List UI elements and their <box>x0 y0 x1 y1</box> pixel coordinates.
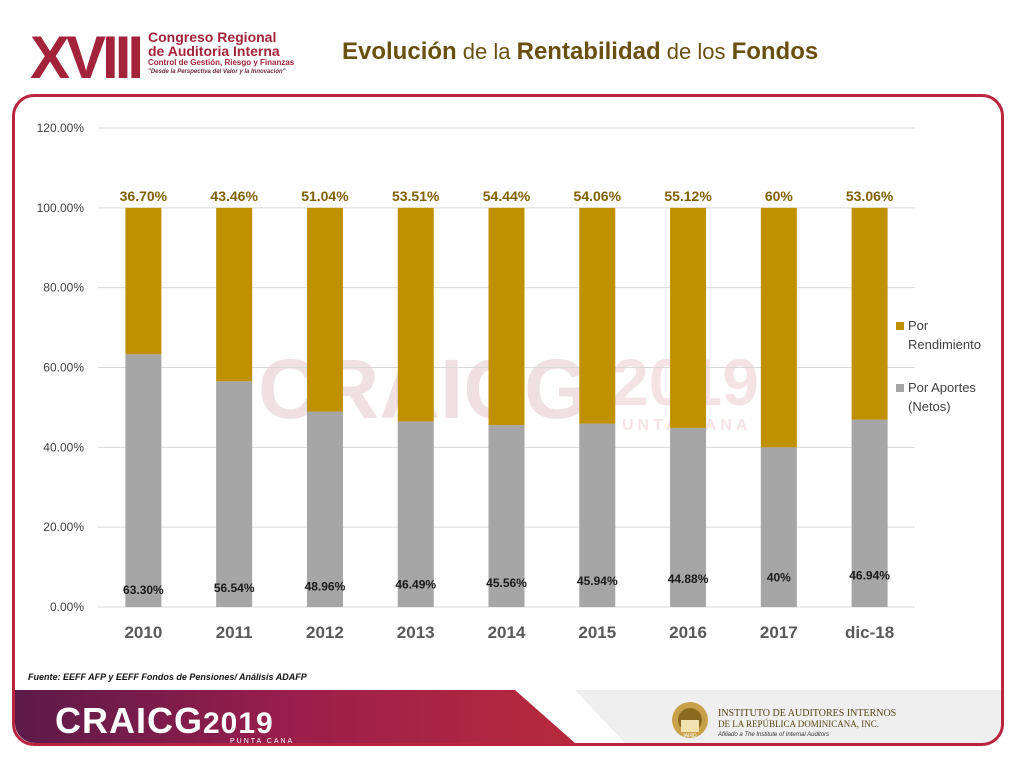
data-label-rendimiento: 55.12% <box>664 188 712 204</box>
data-label-rendimiento: 53.06% <box>846 188 894 204</box>
x-tick-label: 2010 <box>124 623 162 642</box>
y-tick-label: 0.00% <box>50 600 84 614</box>
footer-brand-year: 2019 <box>203 707 274 740</box>
bar-rendimiento <box>579 207 616 424</box>
iai-line-1: INSTITUTO DE AUDITORES INTERNOS <box>718 708 897 719</box>
title-part-1: Evolución <box>342 38 457 65</box>
footer-brand: CRAICG2019 <box>55 700 274 742</box>
bar-aportes <box>306 411 343 607</box>
iai-badge-text: IAIRD <box>683 733 697 739</box>
logo-line-4: "Desde la Perspectiva del Valor y la Inn… <box>148 69 286 75</box>
logo-text: Congreso Regional de Auditoria Interna C… <box>148 30 348 76</box>
bar-rendimiento <box>851 207 888 420</box>
bar-rendimiento <box>760 207 797 448</box>
x-tick-label: dic-18 <box>845 623 894 642</box>
footer-brand-name: CRAICG <box>55 700 203 741</box>
congress-logo: XVIII Congreso Regional de Auditoria Int… <box>30 28 330 88</box>
data-label-rendimiento: 53.51% <box>392 188 440 204</box>
bar-rendimiento <box>670 207 707 428</box>
bar-aportes <box>125 354 162 607</box>
y-tick-label: 120.00% <box>37 121 85 135</box>
bar-aportes <box>760 447 797 607</box>
y-tick-label: 80.00% <box>43 281 84 295</box>
data-label-rendimiento: 43.46% <box>210 188 258 204</box>
legend-swatch <box>896 322 904 330</box>
data-label-aportes: 46.49% <box>395 578 436 592</box>
data-label-aportes: 40% <box>767 570 791 584</box>
logo-line-3: Control de Gestión, Riesgo y Finanzas <box>148 58 295 67</box>
iai-logo-icon: IAIRD <box>672 702 708 739</box>
bar-aportes <box>851 419 888 607</box>
legend-swatch <box>896 384 904 392</box>
iai-line-3: Afiliado a The Institute of Internal Aud… <box>718 732 830 738</box>
bar-rendimiento <box>125 207 162 355</box>
logo-line-1: Congreso Regional <box>148 29 277 45</box>
y-tick-label: 100.00% <box>37 201 85 215</box>
title-part-2: de la <box>456 39 517 64</box>
data-label-aportes: 46.94% <box>849 569 890 583</box>
x-tick-label: 2015 <box>578 623 616 642</box>
bar-rendimiento <box>488 207 525 426</box>
x-tick-label: 2016 <box>669 623 707 642</box>
iai-text: INSTITUTO DE AUDITORES INTERNOS DE LA RE… <box>718 708 978 738</box>
x-tick-label: 2017 <box>760 623 798 642</box>
y-tick-label: 20.00% <box>43 520 84 534</box>
bar-rendimiento <box>306 207 343 412</box>
bar-rendimiento <box>216 207 253 382</box>
data-label-rendimiento: 51.04% <box>301 188 349 204</box>
bar-aportes <box>216 381 253 607</box>
iai-line-2: DE LA REPÚBLICA DOMINICANA, INC. <box>718 719 880 729</box>
data-label-aportes: 44.88% <box>668 572 709 586</box>
x-tick-label: 2013 <box>397 623 435 642</box>
x-tick-label: 2011 <box>216 623 253 642</box>
data-label-rendimiento: 60% <box>765 188 794 204</box>
data-label-rendimiento: 54.44% <box>483 188 531 204</box>
bar-aportes <box>397 421 434 607</box>
bar-rendimiento <box>397 207 434 422</box>
legend-label-line2: (Netos) <box>908 399 951 414</box>
legend-label-line2: Rendimiento <box>908 337 981 352</box>
y-tick-label: 40.00% <box>43 440 84 454</box>
logo-numeral: XVIII <box>30 24 144 91</box>
legend-label-line1: Por Aportes <box>908 380 976 395</box>
title-part-5: Fondos <box>731 38 819 65</box>
footer-place: PUNTA CANA <box>230 738 295 745</box>
source-note: Fuente: EEFF AFP y EEFF Fondos de Pensio… <box>28 672 307 682</box>
x-tick-label: 2012 <box>306 623 344 642</box>
data-label-aportes: 48.96% <box>305 579 346 593</box>
bar-aportes <box>488 425 525 607</box>
title-part-3: Rentabilidad <box>516 38 661 65</box>
legend-label-line1: Por <box>908 318 929 333</box>
bar-aportes <box>579 423 616 607</box>
data-label-rendimiento: 54.06% <box>574 188 622 204</box>
bar-aportes <box>670 427 707 607</box>
data-label-aportes: 45.94% <box>577 574 618 588</box>
page-title: Evolución de la Rentabilidad de los Fond… <box>342 38 818 66</box>
y-tick-label: 60.00% <box>43 361 84 375</box>
data-label-aportes: 63.30% <box>123 583 164 597</box>
data-label-aportes: 56.54% <box>214 581 255 595</box>
title-part-4: de los <box>660 39 732 64</box>
x-tick-label: 2014 <box>488 623 526 642</box>
data-label-rendimiento: 36.70% <box>120 188 168 204</box>
logo-line-2: de Auditoria Interna <box>148 43 280 59</box>
data-label-aportes: 45.56% <box>486 576 527 590</box>
